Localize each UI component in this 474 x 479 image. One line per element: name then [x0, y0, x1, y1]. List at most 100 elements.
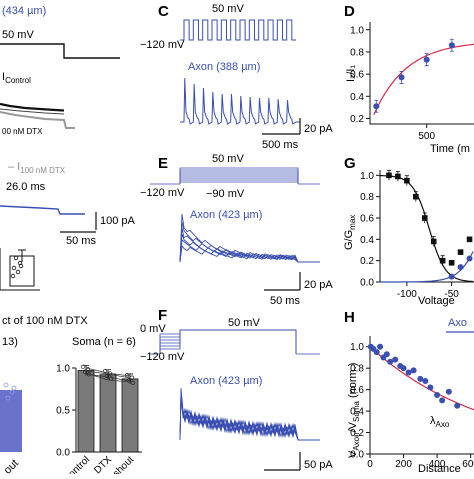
panel-a-scale-amp: 100 pA — [100, 215, 136, 227]
panel-f-trace-label: Axon (423 µm) — [190, 375, 262, 387]
panel-f-trace — [179, 391, 320, 441]
panel-b-dot — [80, 364, 86, 369]
panel-h-point — [387, 358, 394, 365]
panel-e-scalebar — [264, 272, 301, 291]
panel-d-xlabel: Time (m — [430, 143, 470, 155]
panel-d-letter: D — [344, 3, 355, 20]
panel-b-ytick-label: 0.5 — [56, 406, 70, 417]
panel-d-axes — [369, 22, 474, 125]
panel-b-yticks: 0.0 0.5 1.0 — [56, 364, 76, 459]
panel-h-point — [373, 349, 380, 356]
panel-g-ytick-label: 0.8 — [360, 192, 374, 203]
panel-b-dot — [130, 380, 136, 385]
panel-h-xtick-label: 600 — [462, 459, 474, 470]
panel-h-point — [400, 365, 407, 372]
panel-a: (434 µm) 50 mV IControl 00 nM DTX – I100… — [0, 5, 136, 291]
panel-a-voltage-step — [0, 43, 120, 59]
panel-a-washout-trace — [0, 108, 65, 115]
panel-h-ticks: 0.0 0.2 0.4 0.6 0.8 1.0 0 200 400 600 — [350, 342, 474, 470]
panel-g-ytick-label: 0.4 — [360, 235, 374, 246]
panel-h-legend-label: Axo — [448, 317, 467, 329]
panel-c-scalebar — [262, 118, 301, 135]
panel-a-bar-dots — [10, 255, 24, 279]
panel-e-trace — [179, 244, 320, 263]
panel-e-protocol-line — [179, 173, 299, 184]
panel-e-step-label: 50 mV — [212, 153, 244, 165]
panel-b-bar — [99, 374, 117, 453]
panel-h-xtick-label: 200 — [395, 459, 412, 470]
panel-d: D I₂/I₁ 0.20.40.60.81.05001000 Time (m — [344, 3, 474, 155]
panel-g-point-inactivation — [395, 173, 401, 180]
panel-g-ticks: 0.0 0.2 0.4 0.6 0.8 1.0 -100 -50 — [360, 171, 459, 300]
panel-g-point-black — [448, 260, 455, 266]
panel-b-lines — [85, 367, 131, 383]
panel-b-ytick-label: 1.0 — [56, 364, 70, 375]
panel-e-trace — [179, 213, 320, 263]
panel-e-trace — [179, 233, 320, 263]
panel-g-ylabel: G/Gmax — [343, 215, 357, 250]
panel-f-scalebar — [264, 452, 301, 471]
panel-f-protocol-line — [159, 329, 297, 354]
panel-a-title: (434 µm) — [2, 5, 46, 17]
panel-d-xtick-label: 500 — [418, 131, 435, 142]
panel-g-ytick-label: 0.0 — [360, 278, 374, 289]
panel-c-trace-label: Axon (388 µm) — [188, 61, 260, 73]
panel-e-trace-label: Axon (423 µm) — [190, 209, 262, 221]
panel-a-icontrol-label: IControl — [2, 71, 31, 85]
panel-c-hold-label: −120 mV — [140, 39, 185, 51]
panel-a-tau-label: 26.0 ms — [6, 181, 46, 193]
panel-c-trace — [180, 77, 300, 125]
panel-h-point — [454, 402, 461, 409]
panel-b-bar — [121, 378, 139, 453]
panel-b-title: ct of 100 nM DTX — [2, 315, 88, 327]
panel-c-scale-amp: 20 pA — [304, 123, 333, 135]
panel-h-point — [383, 351, 390, 358]
panel-d-ytick-label: 0.2 — [350, 114, 364, 125]
panel-f-scale-amp: 50 pA — [304, 459, 333, 471]
panel-e-hold-label: −120 mV — [140, 187, 185, 199]
panel-a-blue-trace — [0, 205, 85, 215]
panel-b-dot — [82, 369, 88, 374]
panel-g-fit-activation — [380, 251, 474, 283]
panel-f-traces — [179, 387, 320, 441]
panel-c-protocol — [180, 19, 296, 41]
panel-b-bars — [77, 364, 139, 453]
panel-f-trace — [179, 393, 320, 441]
panel-d-point — [373, 103, 380, 110]
panel-f-trace — [179, 389, 320, 441]
panel-g-point-inactivation — [439, 257, 446, 264]
panel-c: C 50 mV −120 mV Axon (388 µm) 20 pA 500 … — [140, 3, 333, 151]
panel-a-scale-time: 50 ms — [66, 235, 96, 247]
panel-e-protocol-line — [179, 177, 299, 184]
panel-g-ytick-label: 0.2 — [360, 256, 374, 267]
panel-h-point — [410, 367, 417, 374]
panel-b-dot — [129, 375, 135, 380]
panel-g-xtick-label: -100 — [397, 289, 417, 300]
panel-h-point — [427, 384, 434, 391]
panel-b-bar — [77, 370, 95, 453]
panel-g-point-inactivation — [430, 238, 437, 245]
panel-a-step-label: 50 mV — [2, 29, 34, 41]
panel-g: G G/Gmax 0.0 0.2 0.4 0.6 0.8 1.0 -100 -50 Volta… — [343, 155, 474, 307]
panel-e: E 50 mV −120 mV −90 mV Axon (423 µm) 20 … — [140, 153, 333, 307]
panel-a-scalebar — [60, 212, 97, 233]
panel-h-xtick-label: 0 — [367, 459, 373, 470]
panel-h-point — [445, 388, 452, 395]
panel-d-point — [448, 42, 455, 49]
panel-h: H Axo VAxon/VSoma (norm.) 0.00.20.40.60.… — [344, 309, 474, 475]
panel-e-trace — [179, 239, 320, 263]
panel-e-letter: E — [158, 155, 168, 172]
panel-h-point — [434, 392, 441, 398]
panel-f-protocol — [150, 329, 320, 355]
panel-h-point — [405, 369, 412, 376]
panel-d-ytick-label: 0.8 — [350, 47, 364, 58]
panel-d-ylabel: I₂/I₁ — [345, 65, 357, 82]
panel-d-ytick-label: 1.0 — [350, 25, 364, 36]
panel-e-protocol-line — [179, 181, 299, 184]
panel-g-point-inactivation — [421, 215, 428, 221]
panel-b-dot — [102, 368, 108, 374]
panel-g-letter: G — [344, 155, 356, 172]
panel-g-points — [386, 169, 473, 280]
